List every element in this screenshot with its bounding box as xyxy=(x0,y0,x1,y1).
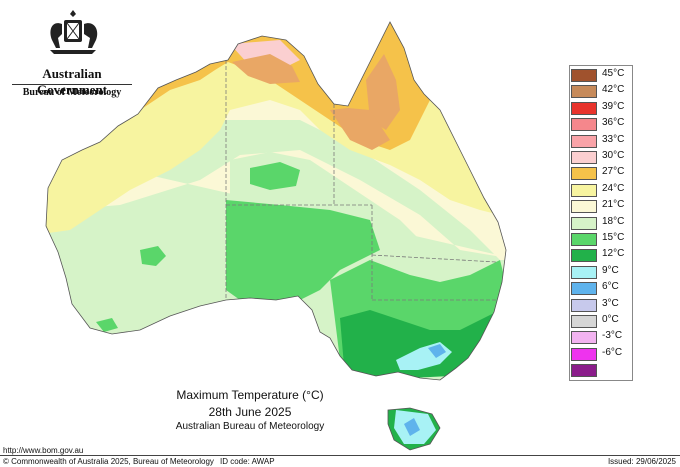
coat-of-arms-icon xyxy=(50,10,98,54)
map-caption: Maximum Temperature (°C) 28th June 2025 … xyxy=(140,388,360,432)
temperature-legend: 45°C 42°C 39°C 36°C 33°C 30°C 27°C 24°C 21°C 18°C… xyxy=(569,65,633,381)
legend-item: 3°C xyxy=(569,297,633,313)
legend-swatch xyxy=(571,282,597,296)
legend-label: 39°C xyxy=(602,100,625,112)
map-source: Australian Bureau of Meteorology xyxy=(175,421,325,432)
legend-item: 42°C xyxy=(569,83,633,99)
map-title: Maximum Temperature (°C) xyxy=(176,388,324,402)
legend-swatch xyxy=(571,200,597,214)
logo-divider xyxy=(12,84,132,85)
legend-label: -3°C xyxy=(602,330,623,342)
legend-item: 9°C xyxy=(569,264,633,280)
legend-swatch xyxy=(571,298,597,312)
legend-item: 36°C xyxy=(569,116,633,132)
legend-frame xyxy=(569,65,633,381)
legend-swatch xyxy=(571,347,597,361)
legend-label: 36°C xyxy=(602,117,625,129)
legend-swatch xyxy=(571,265,597,279)
legend-label: 0°C xyxy=(602,314,619,325)
legend-item: 39°C xyxy=(569,100,633,116)
legend-item: 45°C xyxy=(569,67,633,83)
legend-label: 45°C xyxy=(602,68,625,79)
legend-label: 30°C xyxy=(602,150,625,161)
legend-swatch xyxy=(571,167,597,181)
legend-label: 3°C xyxy=(602,297,619,309)
legend-item: 12°C xyxy=(569,247,633,263)
government-logo: Australian Government Bureau of Meteorol… xyxy=(8,8,136,98)
footer-divider xyxy=(0,455,680,456)
legend-item: 6°C xyxy=(569,280,633,296)
legend-swatch xyxy=(571,331,597,345)
legend-item: 21°C xyxy=(569,198,633,214)
bom-url-link[interactable]: http://www.bom.gov.au xyxy=(3,446,84,455)
legend-item: 33°C xyxy=(569,133,633,149)
legend-item: 27°C xyxy=(569,165,633,181)
legend-swatch xyxy=(571,183,597,197)
legend-label: 18°C xyxy=(602,215,625,227)
legend-item: -3°C xyxy=(569,329,633,345)
legend-label: 15°C xyxy=(602,232,625,243)
legend-swatch xyxy=(571,233,597,246)
legend-label: 12°C xyxy=(602,248,625,260)
legend-swatch xyxy=(571,315,597,328)
id-code: ID code: AWAP xyxy=(220,457,275,466)
legend-swatch xyxy=(571,134,597,148)
legend-swatch xyxy=(571,101,597,115)
government-name: Australian Government xyxy=(36,66,108,97)
legend-swatch xyxy=(571,364,597,378)
bureau-name: Bureau of Meteorology xyxy=(22,87,122,98)
legend-item: -6°C xyxy=(569,346,633,362)
legend-item xyxy=(569,362,633,378)
legend-item: 18°C xyxy=(569,215,633,231)
legend-item: 24°C xyxy=(569,182,633,198)
legend-item: 15°C xyxy=(569,231,633,247)
legend-swatch xyxy=(571,69,597,82)
legend-item: 30°C xyxy=(569,149,633,165)
legend-item: 0°C xyxy=(569,313,633,329)
legend-label: 33°C xyxy=(602,133,625,145)
legend-label: 42°C xyxy=(602,84,625,96)
legend-swatch xyxy=(571,85,597,99)
legend-swatch xyxy=(571,216,597,230)
legend-swatch xyxy=(571,118,597,132)
copyright-text: © Commonwealth of Australia 2025, Bureau… xyxy=(3,457,214,466)
legend-label: 21°C xyxy=(602,199,625,211)
legend-label: -6°C xyxy=(602,346,623,358)
legend-swatch xyxy=(571,249,597,263)
legend-swatch xyxy=(571,151,597,164)
issued-date: Issued: 29/06/2025 xyxy=(607,457,676,466)
map-date: 28th June 2025 xyxy=(208,405,292,419)
legend-label: 6°C xyxy=(602,281,619,293)
legend-label: 27°C xyxy=(602,166,625,178)
legend-label: 9°C xyxy=(602,264,619,276)
legend-label: 24°C xyxy=(602,182,625,194)
